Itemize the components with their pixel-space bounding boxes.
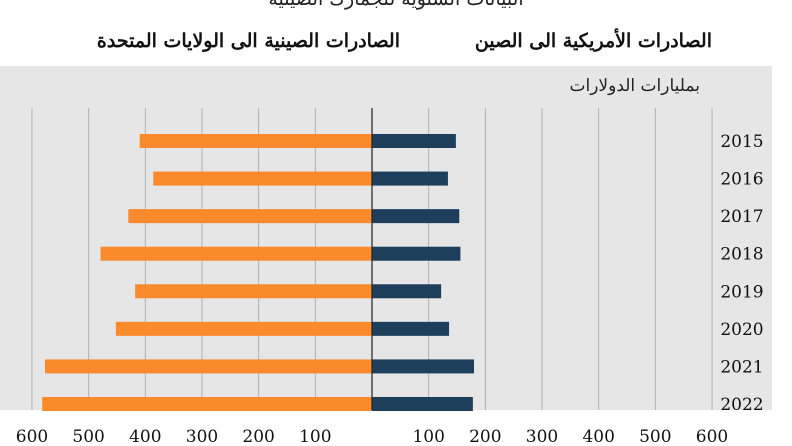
- year-label-2018: 2018: [720, 245, 763, 265]
- year-label-2016: 2016: [720, 170, 763, 190]
- unit-label: بمليارات الدولارات: [569, 76, 700, 96]
- year-label-2017: 2017: [720, 207, 763, 227]
- bar-us-exports-2020: [372, 321, 450, 336]
- bar-china-exports-2016: [153, 171, 372, 186]
- bar-china-exports-2021: [45, 359, 372, 374]
- bar-us-exports-2018: [372, 246, 461, 261]
- x-tick-right-600: 600: [696, 427, 728, 446]
- bar-us-exports-2016: [372, 171, 448, 186]
- year-label-2022: 2022: [720, 395, 763, 415]
- bar-china-exports-2019: [135, 284, 372, 299]
- year-label-2019: 2019: [720, 282, 763, 302]
- year-label-2020: 2020: [720, 320, 763, 340]
- year-label-2015: 2015: [720, 132, 763, 152]
- series-header-us-exports: الصادرات الأمريكية الى الصين: [474, 30, 712, 52]
- x-tick-left-500: 500: [72, 427, 104, 446]
- x-tick-left-200: 200: [242, 427, 274, 446]
- bar-china-exports-2022: [42, 396, 372, 411]
- bar-us-exports-2015: [372, 134, 456, 148]
- x-tick-right-400: 400: [582, 427, 614, 446]
- bar-us-exports-2022: [372, 396, 473, 411]
- bar-china-exports-2017: [128, 209, 372, 224]
- x-tick-right-300: 300: [526, 427, 558, 446]
- x-tick-left-400: 400: [129, 427, 161, 446]
- x-tick-right-200: 200: [469, 427, 501, 446]
- x-tick-left-600: 600: [16, 427, 48, 446]
- chart-subtitle: البيانات السنوية للجمارك الصينية: [0, 0, 792, 10]
- year-label-2021: 2021: [720, 357, 763, 377]
- bar-us-exports-2017: [372, 209, 460, 224]
- bar-us-exports-2021: [372, 359, 475, 374]
- x-tick-left-300: 300: [186, 427, 218, 446]
- x-tick-right-500: 500: [639, 427, 671, 446]
- bar-china-exports-2020: [115, 321, 373, 336]
- x-tick-right-100: 100: [412, 427, 444, 446]
- bar-china-exports-2018: [100, 246, 373, 261]
- x-tick-left-100: 100: [299, 427, 331, 446]
- bar-china-exports-2015: [139, 134, 372, 148]
- series-header-china-exports: الصادرات الصينية الى الولايات المتحدة: [96, 30, 400, 52]
- plot-area: [0, 66, 772, 410]
- bar-us-exports-2019: [372, 284, 442, 299]
